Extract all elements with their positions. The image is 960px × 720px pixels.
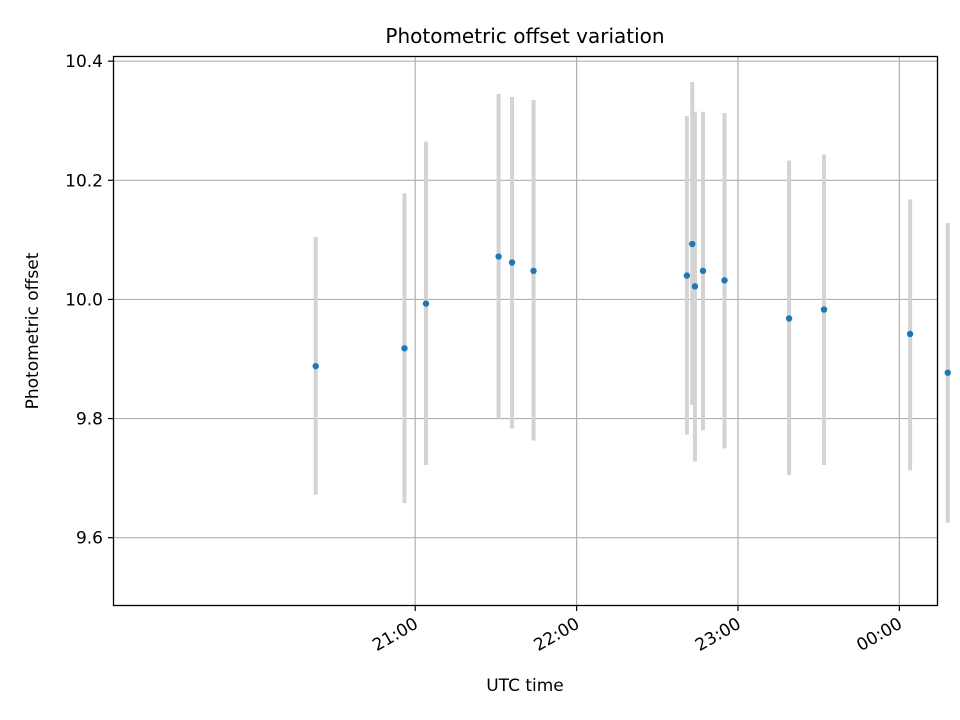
x-tick-label: 21:00 (369, 614, 421, 656)
data-point (906, 330, 914, 338)
x-tick-label: 23:00 (692, 614, 744, 656)
data-point (401, 345, 408, 352)
y-tick-label: 9.8 (76, 410, 103, 430)
y-tick-label: 10.4 (65, 52, 103, 72)
plot-frame (112, 55, 939, 607)
errorbar-layer (313, 82, 950, 523)
y-tick-label: 10.2 (65, 171, 103, 191)
data-point (699, 267, 707, 275)
y-axis-title: Photometric offset (23, 252, 43, 409)
chart-title: Photometric offset variation (385, 24, 664, 48)
y-tick-label: 9.6 (76, 529, 103, 549)
data-point (721, 277, 728, 284)
data-point (508, 259, 516, 266)
data-point (944, 369, 951, 376)
data-point (820, 306, 828, 313)
point-layer (312, 240, 951, 376)
y-tick-label: 10.0 (65, 290, 103, 310)
data-point (785, 315, 793, 322)
data-point (312, 362, 319, 370)
data-point (689, 240, 696, 248)
x-tick-label: 00:00 (853, 614, 905, 656)
x-axis-title: UTC time (486, 676, 564, 696)
data-point (495, 253, 502, 260)
data-point (422, 300, 430, 307)
grid-layer (114, 57, 937, 605)
data-point (530, 267, 537, 275)
x-tick-label: 22:00 (531, 614, 583, 656)
data-point (691, 283, 699, 290)
data-point (683, 272, 691, 279)
y-axis-ticks: 9.6 9.8 10.0 10.2 10.4 (65, 52, 114, 549)
